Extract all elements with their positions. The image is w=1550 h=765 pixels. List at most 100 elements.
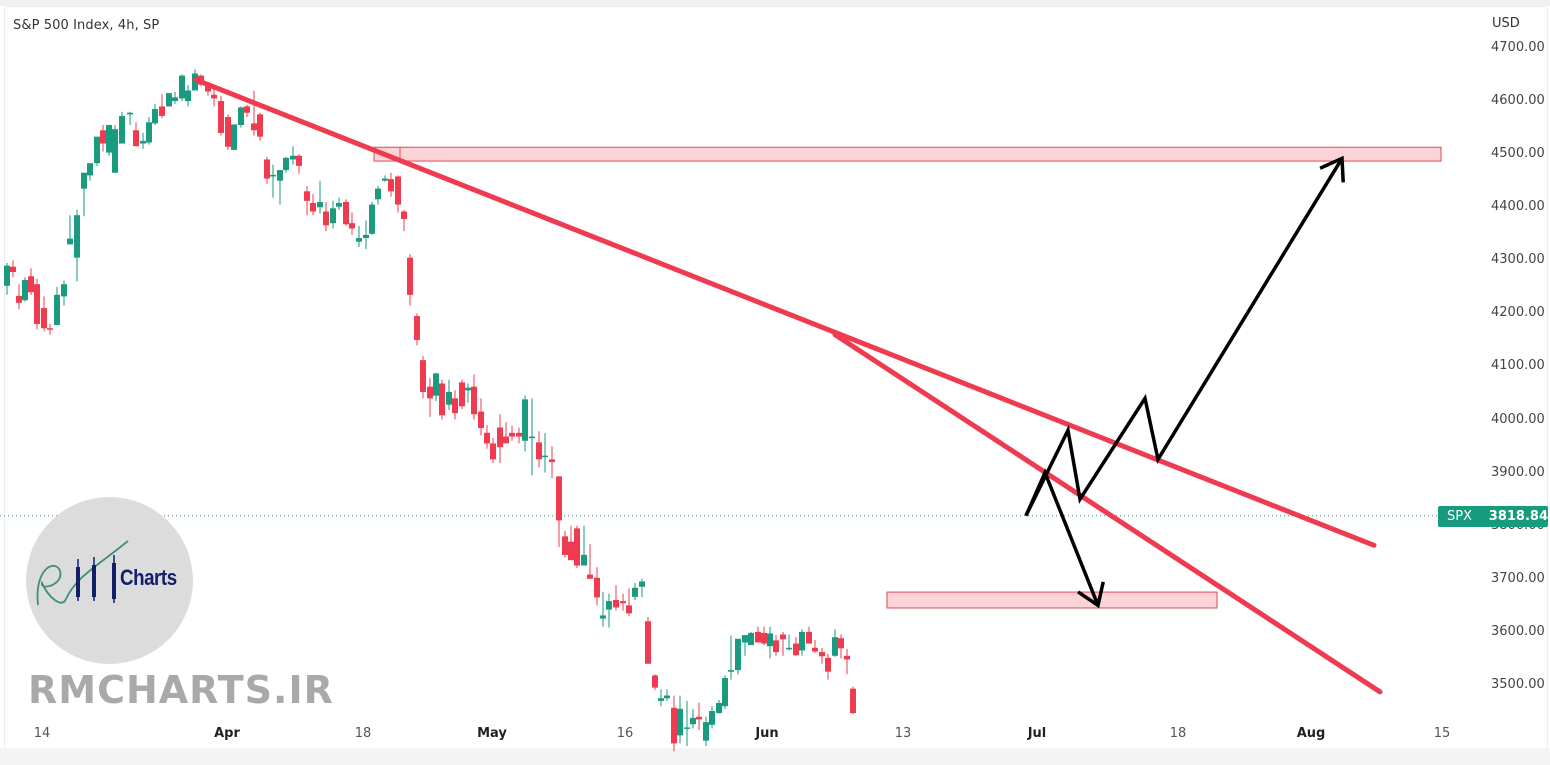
- candle-down: [159, 106, 165, 116]
- logo-candles-icon: [36, 540, 129, 606]
- price-tick-label: 4400.00: [1491, 199, 1545, 215]
- candle-up: [799, 631, 805, 651]
- candle-down: [452, 398, 458, 414]
- candle-down: [304, 191, 310, 201]
- candle-up: [330, 208, 336, 224]
- candle-up: [152, 109, 158, 124]
- candle-up: [336, 202, 342, 207]
- candle-down: [211, 94, 217, 99]
- candle-down: [497, 427, 503, 448]
- candle-down: [549, 459, 555, 463]
- candle-down: [556, 476, 562, 521]
- candle-down: [414, 316, 420, 340]
- projection-path: [1024, 157, 1344, 517]
- price-tick-label: 4100.00: [1491, 358, 1545, 374]
- candle-up: [581, 554, 587, 566]
- candle-up: [639, 581, 645, 587]
- candle-down: [407, 257, 413, 295]
- candle-up: [22, 279, 28, 301]
- trendline: [193, 77, 1377, 548]
- price-tick-label: 4500.00: [1491, 146, 1545, 162]
- candle-up: [382, 178, 388, 181]
- time-tick-label: May: [477, 726, 507, 741]
- candle-up: [735, 638, 741, 671]
- candle-down: [819, 652, 825, 657]
- time-tick-label: 18: [354, 726, 372, 741]
- candle-up: [433, 373, 439, 396]
- candle-down: [257, 114, 263, 137]
- candle-down: [574, 528, 580, 566]
- candle-down: [503, 436, 509, 444]
- candle-down: [516, 432, 522, 437]
- candle-down: [28, 276, 34, 293]
- price-tick-label: 4200.00: [1491, 305, 1545, 321]
- candle-down: [395, 176, 401, 205]
- candle-down: [793, 643, 799, 656]
- candle-up: [185, 90, 191, 102]
- time-tick-label: Aug: [1296, 726, 1326, 741]
- arrowhead-down-icon: [1077, 581, 1105, 609]
- candle-up: [94, 136, 100, 164]
- candle-down: [388, 179, 394, 192]
- candle-up: [146, 122, 152, 143]
- trendline: [832, 332, 1383, 695]
- candle-up: [664, 695, 670, 699]
- candle-up: [61, 284, 67, 297]
- candle-up: [522, 399, 528, 441]
- candle-down: [478, 411, 484, 429]
- candle-down: [850, 688, 856, 714]
- candle-down: [696, 716, 702, 720]
- candle-down: [484, 432, 490, 444]
- candle-down: [264, 159, 270, 179]
- candle-down: [587, 574, 593, 579]
- candle-up: [317, 201, 323, 208]
- candle-up: [106, 124, 112, 153]
- candle-up: [375, 188, 381, 200]
- candle-down: [251, 123, 257, 131]
- top-edge: [0, 0, 1550, 6]
- candle-up: [112, 129, 118, 173]
- candle-up: [74, 215, 80, 258]
- candle-up: [270, 174, 276, 177]
- candle-up: [363, 234, 369, 239]
- bottom-edge: [0, 748, 1550, 765]
- site-watermark: RMCHARTS.IR: [28, 668, 334, 712]
- candle-down: [594, 577, 600, 598]
- candle-down: [133, 130, 139, 147]
- candle-up: [748, 632, 754, 646]
- time-tick-label: 13: [894, 726, 912, 741]
- candle-up: [632, 587, 638, 597]
- candle-up: [832, 637, 838, 656]
- candle-down: [490, 443, 496, 460]
- candle-down: [34, 284, 40, 325]
- candle-up: [238, 107, 244, 125]
- rmcharts-logo: [26, 497, 193, 664]
- candle-down: [568, 541, 574, 561]
- candle-up: [127, 112, 133, 115]
- candle-up: [446, 391, 452, 405]
- symbol-label: SPX: [1447, 509, 1472, 524]
- candle-up: [677, 708, 683, 736]
- candle-up: [4, 265, 10, 286]
- candle-down: [427, 386, 433, 399]
- time-tick-label: Apr: [214, 726, 240, 741]
- candle-down: [509, 432, 515, 437]
- candle-down: [645, 621, 651, 664]
- candle-up: [87, 163, 93, 176]
- last-price-value: 3818.84: [1488, 509, 1548, 524]
- candle-up: [606, 601, 612, 610]
- candle-down: [420, 360, 426, 392]
- candle-up: [54, 294, 60, 326]
- candle-down: [806, 631, 812, 644]
- candle-down: [296, 155, 302, 166]
- currency-label: USD: [1492, 16, 1520, 31]
- candle-up: [231, 124, 237, 150]
- price-tick-label: 3900.00: [1491, 464, 1545, 480]
- candle-up: [728, 670, 734, 672]
- candle-up: [600, 615, 606, 619]
- candle-down: [310, 202, 316, 212]
- candle-up: [529, 436, 535, 439]
- candle-up: [172, 97, 178, 102]
- candle-down: [343, 201, 349, 225]
